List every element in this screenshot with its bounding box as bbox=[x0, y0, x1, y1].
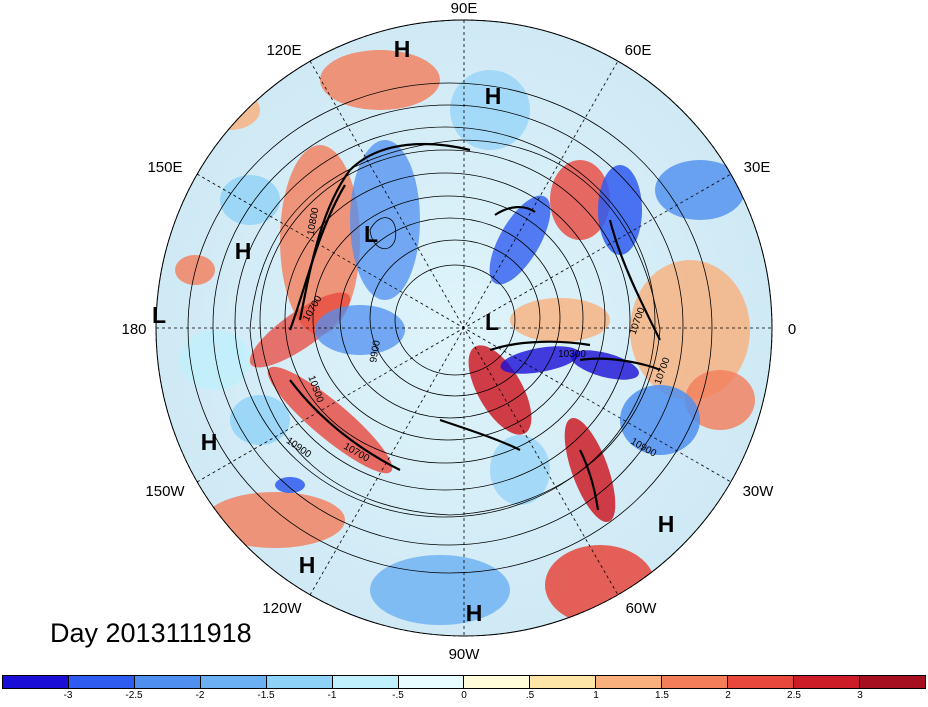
colorbar-tick-label: -.5 bbox=[392, 690, 404, 701]
high-pressure-label: H bbox=[201, 429, 218, 455]
longitude-label: 60W bbox=[626, 600, 658, 617]
colorbar-tick-label: 1 bbox=[593, 690, 599, 701]
longitude-label: 90E bbox=[451, 0, 478, 17]
colorbar-tick-label: -2.5 bbox=[125, 690, 143, 701]
colorbar-tick-label: 2 bbox=[725, 690, 731, 701]
jet-contours bbox=[288, 142, 661, 511]
longitude-label: 30W bbox=[743, 483, 775, 500]
colorbar-bin bbox=[266, 676, 333, 688]
colorbar-tick-label: 2.5 bbox=[787, 690, 801, 701]
low-pressure-label: L bbox=[152, 302, 166, 328]
high-pressure-label: H bbox=[394, 36, 411, 62]
longitude-label: 60E bbox=[625, 42, 652, 59]
colorbar-ticks: -3 -2.5 -2 -1.5 -1 -.5 0 .5 1 1.5 2 2.5 3 bbox=[2, 690, 926, 702]
colorbar-tick-label: 3 bbox=[857, 690, 863, 701]
contour-value-label: 10300 bbox=[558, 349, 586, 360]
colorbar-bin bbox=[859, 676, 925, 688]
cold-anomaly bbox=[489, 195, 551, 285]
warm-anomaly bbox=[630, 260, 750, 400]
cold-anomaly bbox=[230, 395, 290, 445]
colorbar-tick-label: -1 bbox=[327, 690, 337, 701]
cold-anomaly bbox=[598, 165, 642, 255]
cold-anomaly bbox=[275, 477, 305, 493]
colorbar-bin bbox=[332, 676, 399, 688]
cold-anomaly bbox=[315, 305, 405, 355]
colorbar-bin bbox=[728, 676, 795, 688]
low-pressure-label: L bbox=[364, 221, 378, 247]
day-label: Day 2013111918 bbox=[50, 618, 252, 648]
longitude-label: 120E bbox=[266, 42, 301, 59]
colorbar-bin bbox=[662, 676, 729, 688]
high-pressure-label: H bbox=[299, 552, 316, 578]
colorbar-bin bbox=[3, 676, 69, 688]
height-contours bbox=[187, 82, 713, 574]
longitude-label: 150E bbox=[147, 159, 182, 176]
cold-anomaly bbox=[500, 346, 580, 374]
high-pressure-label: H bbox=[466, 600, 483, 626]
longitude-label: 30E bbox=[744, 159, 771, 176]
longitude-label: 120W bbox=[262, 600, 302, 617]
warm-anomaly bbox=[205, 492, 345, 548]
warm-anomaly bbox=[320, 50, 440, 110]
low-pressure-label: L bbox=[485, 309, 499, 335]
colorbar-tick-label: 0 bbox=[461, 690, 467, 701]
colorbar-tick-label: -2 bbox=[195, 690, 205, 701]
colorbar-tick-label: 1.5 bbox=[655, 690, 669, 701]
longitude-label: 180 bbox=[121, 321, 146, 338]
contour-value-label: 9900 bbox=[368, 339, 383, 363]
longitude-label: 150W bbox=[145, 483, 185, 500]
warm-anomaly bbox=[685, 370, 755, 430]
map-border bbox=[155, 19, 773, 637]
colorbar-tick-label: .5 bbox=[525, 690, 535, 701]
warm-anomaly bbox=[564, 417, 616, 523]
cold-anomaly bbox=[571, 350, 639, 380]
longitude-label: 90W bbox=[449, 646, 481, 663]
colorbar-bin bbox=[68, 676, 135, 688]
cold-anomaly bbox=[450, 70, 530, 150]
colorbar-bin bbox=[200, 676, 267, 688]
cold-anomaly bbox=[350, 140, 420, 300]
colorbar-bin bbox=[794, 676, 860, 688]
warm-anomaly bbox=[200, 90, 260, 130]
cold-anomaly bbox=[220, 175, 280, 225]
colorbar-bin bbox=[464, 676, 531, 688]
contour-value-label: 10800 bbox=[306, 206, 322, 236]
colorbar-bin bbox=[530, 676, 597, 688]
cold-anomaly bbox=[180, 330, 250, 390]
colorbar-bin bbox=[134, 676, 201, 688]
colorbar bbox=[2, 675, 926, 689]
high-pressure-label: H bbox=[235, 238, 252, 264]
cold-anomaly bbox=[370, 555, 510, 625]
warm-anomaly bbox=[249, 292, 351, 368]
longitude-labels: 90E 60E 30E 0 30W 60W 90W 120W 150W 180 150E 120E bbox=[121, 0, 796, 663]
pressure-system-labels: H H L H L L H H H H bbox=[152, 36, 674, 626]
colorbar-bin bbox=[398, 676, 465, 688]
cold-anomaly bbox=[655, 160, 745, 220]
anomaly-field bbox=[175, 50, 755, 625]
colorbar-bin bbox=[596, 676, 663, 688]
high-pressure-label: H bbox=[485, 83, 502, 109]
longitude-label: 0 bbox=[788, 321, 796, 338]
high-pressure-label: H bbox=[658, 511, 675, 537]
colorbar-tick-label: -3 bbox=[63, 690, 73, 701]
colorbar-tick-label: -1.5 bbox=[257, 690, 275, 701]
